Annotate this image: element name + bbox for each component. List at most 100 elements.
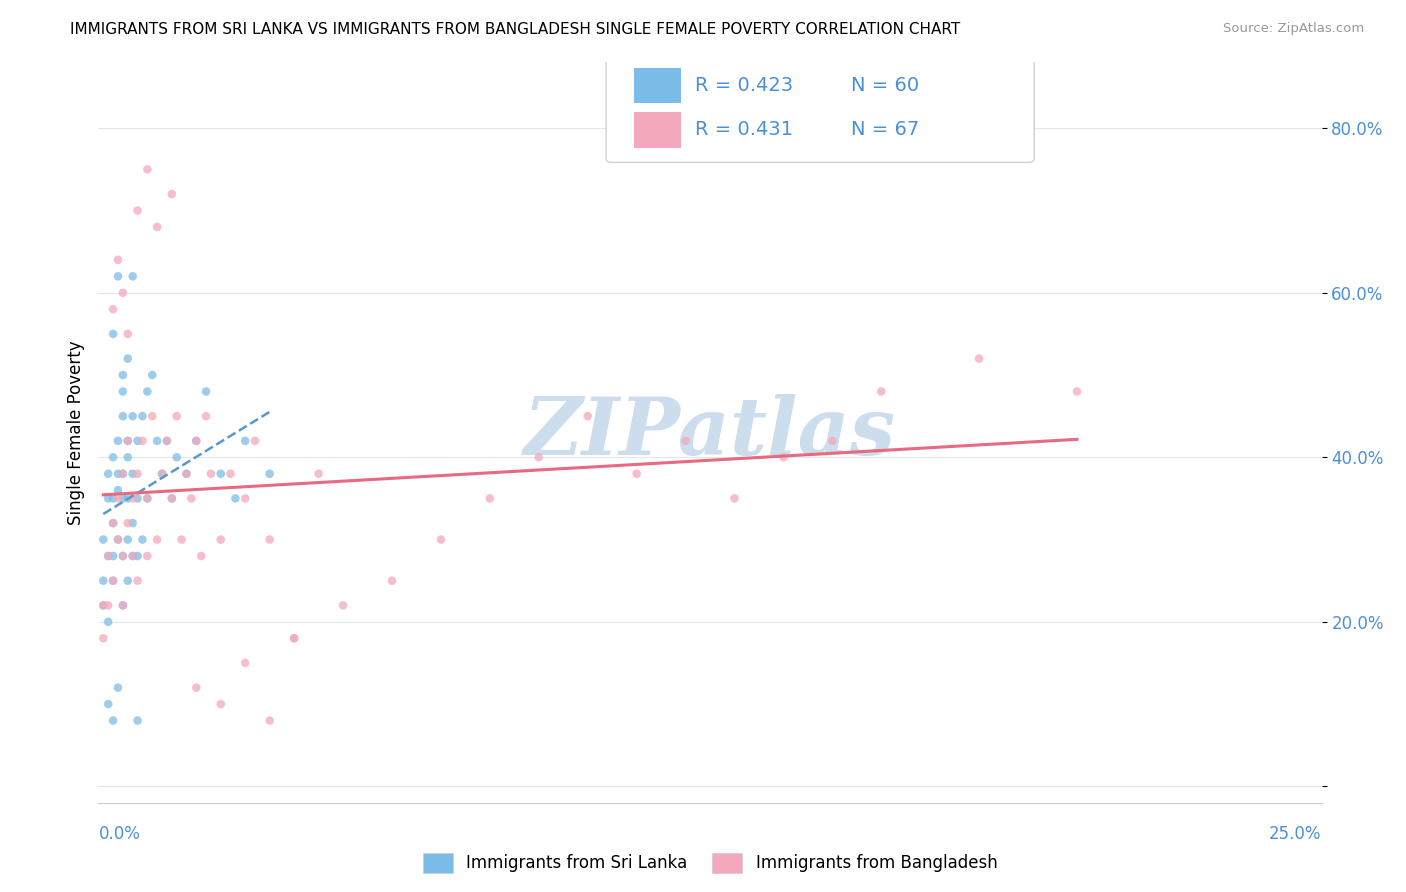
Point [170,533,193,547]
Point [101,450,124,465]
Point [233,434,256,448]
Point [127,467,149,481]
Point [97,491,120,506]
Point [127,491,149,506]
Point [209,467,232,481]
Point [146,219,169,234]
Point [97,467,120,481]
Point [111,384,134,399]
Point [430,533,453,547]
Point [675,434,697,448]
Point [233,656,256,670]
Point [626,467,648,481]
Legend: Immigrants from Sri Lanka, Immigrants from Bangladesh: Immigrants from Sri Lanka, Immigrants fr… [416,846,1004,880]
Point [160,491,183,506]
Point [219,467,242,481]
Point [91,533,114,547]
Text: IMMIGRANTS FROM SRI LANKA VS IMMIGRANTS FROM BANGLADESH SINGLE FEMALE POVERTY CO: IMMIGRANTS FROM SRI LANKA VS IMMIGRANTS … [70,22,960,37]
Point [107,483,129,498]
Point [478,491,501,506]
Point [117,326,139,341]
Point [101,491,124,506]
Point [117,450,139,465]
Point [141,368,163,382]
Point [107,269,129,284]
Point [107,434,129,448]
Point [131,434,153,448]
Point [127,203,149,218]
Point [91,632,114,646]
Point [121,269,143,284]
Point [101,516,124,530]
Point [186,434,208,448]
Point [117,516,139,530]
Point [121,467,143,481]
Point [176,467,198,481]
Point [576,409,599,424]
Point [111,285,134,300]
Point [107,533,129,547]
Point [121,516,143,530]
Point [107,533,129,547]
Point [136,491,159,506]
Point [91,599,114,613]
Point [101,516,124,530]
Point [107,252,129,267]
Point [259,467,281,481]
Text: R = 0.423: R = 0.423 [696,76,793,95]
Point [166,450,188,465]
Point [821,434,844,448]
Point [186,434,208,448]
Point [91,574,114,588]
Point [127,574,149,588]
Point [131,533,153,547]
Point [180,491,202,506]
Point [259,533,281,547]
Point [150,467,173,481]
Point [186,681,208,695]
Point [772,450,794,465]
Point [121,549,143,563]
Point [121,549,143,563]
Point [131,409,153,424]
Point [136,384,159,399]
Point [283,632,305,646]
Point [111,467,134,481]
Point [723,491,745,506]
Point [160,187,183,202]
Text: N = 60: N = 60 [851,76,920,95]
Point [150,467,173,481]
Point [117,434,139,448]
Point [111,491,134,506]
Point [527,450,550,465]
Point [117,351,139,366]
Point [160,491,183,506]
Point [283,632,305,646]
Text: N = 67: N = 67 [851,120,920,139]
Point [111,599,134,613]
Point [111,467,134,481]
Point [209,697,232,711]
Point [1066,384,1088,399]
Point [97,549,120,563]
Point [156,434,179,448]
Point [97,599,120,613]
Point [308,467,330,481]
Point [156,434,179,448]
Point [101,574,124,588]
Point [127,549,149,563]
Point [146,533,169,547]
Point [101,326,124,341]
Point [117,533,139,547]
Point [259,714,281,728]
Point [97,697,120,711]
FancyBboxPatch shape [606,52,1035,162]
Text: ZIPatlas: ZIPatlas [524,394,896,471]
Y-axis label: Single Female Poverty: Single Female Poverty [66,341,84,524]
Point [136,162,159,177]
Point [107,467,129,481]
Point [127,434,149,448]
Point [121,409,143,424]
Point [870,384,893,399]
Point [200,467,222,481]
